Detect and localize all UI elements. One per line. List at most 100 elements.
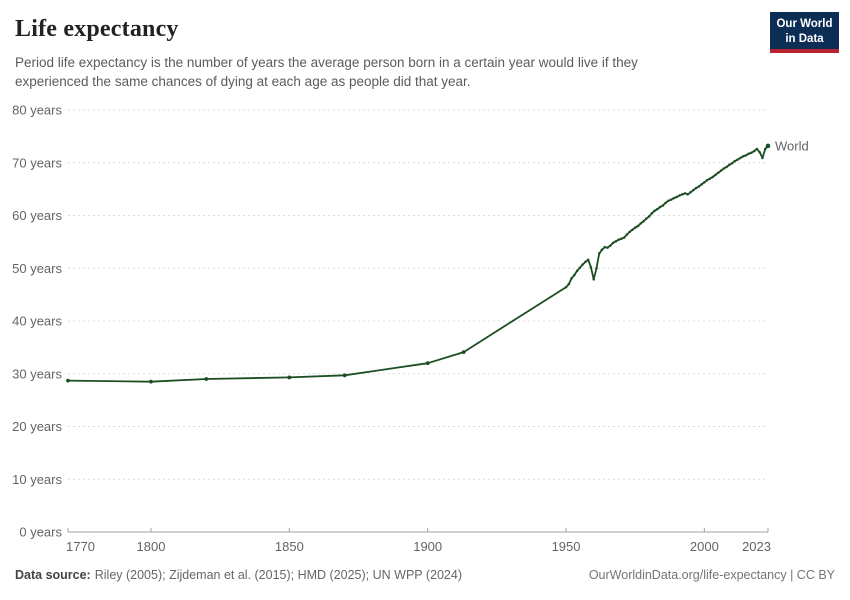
data-point[interactable] — [667, 199, 670, 202]
data-point[interactable] — [204, 377, 209, 381]
data-point[interactable] — [664, 201, 667, 205]
x-tick-label: 1800 — [137, 539, 166, 554]
owid-logo-line1: Our World — [776, 18, 833, 30]
data-point[interactable] — [750, 151, 753, 154]
chart-subtitle-line1: Period life expectancy is the number of … — [15, 55, 638, 70]
data-point[interactable] — [617, 238, 620, 242]
data-point[interactable] — [653, 209, 656, 213]
data-point[interactable] — [564, 285, 568, 289]
x-tick-label: 1950 — [552, 539, 581, 554]
data-point[interactable] — [628, 230, 631, 234]
data-point[interactable] — [694, 186, 698, 190]
data-point[interactable] — [761, 156, 764, 160]
data-point[interactable] — [747, 152, 750, 156]
y-tick-label: 80 years — [12, 103, 62, 118]
owid-logo: Our World in Data — [770, 12, 839, 53]
data-point[interactable] — [692, 188, 695, 192]
data-point[interactable] — [575, 269, 579, 273]
data-point[interactable] — [603, 245, 607, 249]
data-point[interactable] — [752, 149, 756, 153]
end-point[interactable] — [765, 143, 771, 149]
data-point[interactable] — [741, 155, 745, 158]
data-point[interactable] — [680, 193, 684, 196]
data-point[interactable] — [656, 207, 659, 211]
data-point[interactable] — [758, 150, 761, 154]
y-tick-label: 30 years — [12, 366, 62, 381]
data-point[interactable] — [719, 169, 723, 172]
y-tick-label: 70 years — [12, 155, 62, 170]
data-point[interactable] — [678, 194, 681, 197]
data-point[interactable] — [672, 196, 676, 200]
data-point[interactable] — [425, 361, 430, 366]
data-point[interactable] — [744, 154, 748, 157]
data-point[interactable] — [714, 173, 717, 177]
data-point[interactable] — [581, 263, 584, 266]
data-point[interactable] — [633, 226, 637, 229]
data-point[interactable] — [636, 224, 640, 228]
data-point[interactable] — [597, 252, 601, 255]
data-point[interactable] — [686, 193, 690, 196]
data-point[interactable] — [700, 183, 703, 186]
data-point[interactable] — [589, 265, 593, 269]
data-point[interactable] — [287, 375, 292, 380]
data-point[interactable] — [669, 198, 673, 201]
y-tick-label: 20 years — [12, 419, 62, 434]
data-point[interactable] — [66, 378, 70, 383]
data-point[interactable] — [595, 267, 598, 270]
footer-link[interactable]: OurWorldinData.org/life-expectancy | CC … — [588, 568, 835, 582]
data-point[interactable] — [342, 373, 347, 378]
data-point[interactable] — [697, 185, 701, 188]
data-point[interactable] — [708, 177, 712, 180]
data-point[interactable] — [763, 147, 767, 151]
data-point[interactable] — [642, 220, 645, 223]
data-point[interactable] — [573, 273, 576, 277]
data-point[interactable] — [645, 217, 648, 220]
data-point[interactable] — [675, 195, 678, 199]
data-point[interactable] — [592, 278, 595, 281]
data-point[interactable] — [631, 228, 634, 231]
data-point[interactable] — [622, 236, 626, 239]
data-point[interactable] — [716, 171, 720, 175]
data-point[interactable] — [570, 277, 573, 280]
data-point[interactable] — [149, 379, 153, 384]
data-point[interactable] — [711, 175, 714, 179]
data-point[interactable] — [683, 192, 687, 195]
data-point[interactable] — [689, 191, 692, 194]
data-point[interactable] — [584, 260, 587, 264]
data-point[interactable] — [609, 244, 612, 247]
data-point[interactable] — [703, 181, 706, 184]
data-point[interactable] — [730, 162, 734, 165]
data-point[interactable] — [722, 167, 725, 170]
data-point[interactable] — [578, 266, 582, 269]
data-point[interactable] — [725, 165, 728, 169]
data-point[interactable] — [739, 156, 742, 160]
data-point[interactable] — [728, 163, 731, 167]
data-point[interactable] — [639, 222, 642, 225]
series-line-world[interactable] — [67, 145, 769, 383]
data-point[interactable] — [647, 215, 651, 218]
data-point[interactable] — [611, 241, 615, 245]
data-point[interactable] — [461, 350, 466, 355]
y-tick-label: 0 years — [19, 525, 62, 540]
data-point[interactable] — [736, 158, 739, 161]
x-tick-label: 2023 — [742, 539, 771, 554]
data-point[interactable] — [625, 233, 629, 236]
data-source-text: Riley (2005); Zijdeman et al. (2015); HM… — [94, 568, 463, 582]
data-point[interactable] — [733, 159, 737, 163]
data-point[interactable] — [614, 240, 618, 243]
chart-subtitle-line2: experienced the same chances of dying at… — [15, 74, 471, 90]
data-point[interactable] — [658, 205, 662, 209]
data-point[interactable] — [586, 258, 590, 262]
data-point[interactable] — [755, 147, 759, 151]
data-point[interactable] — [650, 212, 654, 215]
data-point[interactable] — [705, 178, 709, 182]
x-tick-label: 2000 — [690, 539, 719, 554]
data-point[interactable] — [606, 246, 609, 249]
data-point[interactable] — [567, 282, 571, 286]
data-point[interactable] — [620, 237, 623, 240]
data-point[interactable] — [661, 204, 665, 207]
data-point[interactable] — [600, 248, 604, 252]
chart-subtitle: Period life expectancy is the number of … — [15, 53, 638, 91]
